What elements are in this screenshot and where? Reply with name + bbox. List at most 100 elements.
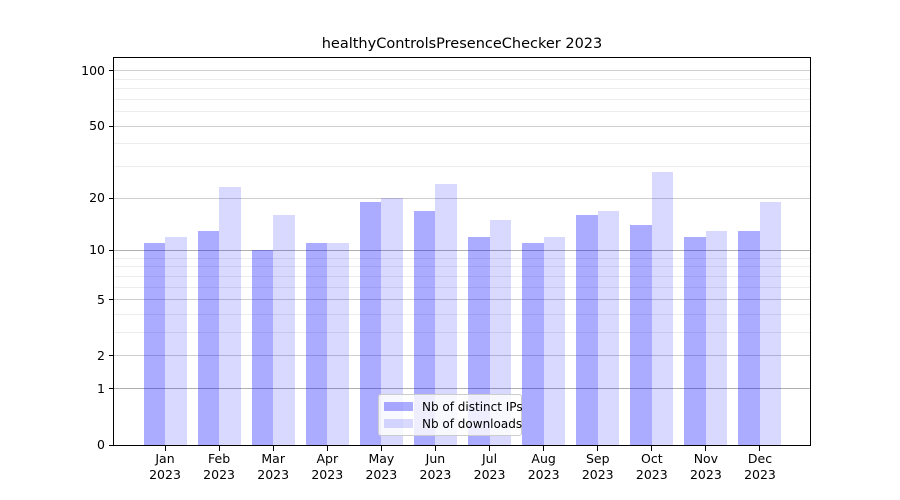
y-tick-label: 100 [81,62,105,78]
bar-distinct-ips [143,243,165,445]
x-tick-month: Feb [208,451,231,466]
x-tick [705,446,707,451]
legend-entry-downloads: Nb of downloads [384,417,522,431]
gridline-major [114,249,810,251]
gridline-major [114,388,810,390]
x-tick-year: 2023 [689,466,722,482]
bar-downloads [759,201,782,445]
x-tick-label: Jun 2023 [403,451,467,482]
bar-downloads [489,220,512,445]
legend-entry-distinct-ips: Nb of distinct IPs [384,400,523,414]
x-tick [380,446,382,451]
y-tick [109,299,114,301]
legend-label-downloads: Nb of downloads [422,416,523,431]
y-tick-label: 5 [97,291,105,307]
x-tick [434,446,436,451]
x-tick-label: Aug 2023 [512,451,576,482]
gridline-minor [114,87,810,89]
bar-downloads [651,171,674,445]
y-tick-label: 20 [89,190,105,205]
x-tick-year: 2023 [149,466,181,482]
x-tick [759,446,761,451]
bar-distinct-ips [413,210,436,445]
gridline-minor [114,98,810,100]
x-tick-year: 2023 [365,466,398,482]
bar-downloads [705,230,728,445]
bar-distinct-ips [251,250,274,445]
x-tick-year: 2023 [744,466,776,482]
bar-distinct-ips [522,243,544,445]
gridline-minor [114,78,810,80]
bar-distinct-ips [305,243,328,445]
x-tick [218,446,220,451]
bar-downloads [543,236,566,445]
chart-title: healthyControlsPresenceChecker 2023 [321,36,603,52]
x-tick-month: Dec [747,451,773,466]
bar-downloads [381,198,403,445]
gridline-major [114,125,810,127]
legend: Nb of distinct IPs Nb of downloads [378,394,523,436]
bar-distinct-ips [630,225,652,445]
gridline-major [114,70,810,72]
x-tick-year: 2023 [527,466,560,482]
x-tick-label: Oct 2023 [620,451,684,482]
y-tick-label: 1 [97,380,105,396]
x-tick-month: Sep [585,451,610,466]
x-tick-label: Jan 2023 [133,451,197,482]
bar-downloads [327,243,349,445]
y-tick [109,249,114,251]
x-tick-month: Jan [155,451,175,466]
x-tick-year: 2023 [635,466,668,482]
gridline-minor [114,257,810,259]
gridline-minor [114,111,810,112]
y-tick-label: 50 [89,118,105,134]
bar-distinct-ips [359,201,382,445]
bar-downloads [219,187,241,445]
x-tick-year: 2023 [581,466,614,482]
bar-distinct-ips [684,236,706,445]
x-tick [597,446,599,451]
bar-distinct-ips [468,236,490,445]
x-tick [326,446,328,451]
gridline-minor [114,143,810,145]
bar-distinct-ips [576,215,598,445]
gridline-minor [114,313,810,315]
y-tick [109,355,114,357]
y-tick [109,125,114,127]
x-tick [543,446,545,451]
x-tick [164,446,166,451]
x-tick [272,446,274,451]
gridline-minor [114,332,810,334]
gridline-minor [114,266,810,268]
x-tick-label: May 2023 [349,451,413,482]
x-tick-label: Dec 2023 [728,451,792,482]
bar-downloads [597,210,620,445]
plot-area: Nb of distinct IPs Nb of downloads [113,57,811,446]
x-tick-month: Apr [316,451,339,466]
x-tick-label: Jul 2023 [458,451,522,482]
gridline-major [114,299,810,301]
x-tick-month: Jul [481,451,498,466]
x-tick-label: Apr 2023 [295,451,359,482]
legend-swatch-distinct-ips [384,402,413,411]
x-tick-month: Jun [425,451,446,466]
gridline-major [114,197,810,199]
bar-downloads [273,215,295,445]
x-tick-month: Aug [531,451,556,466]
gridline-minor [114,286,810,288]
x-tick-month: Nov [693,451,719,466]
gridline-minor [114,165,810,167]
bar-distinct-ips [738,230,760,445]
x-tick-year: 2023 [473,466,506,482]
y-tick [109,444,114,446]
x-tick-label: Mar 2023 [241,451,305,482]
y-tick-label: 0 [97,437,105,452]
x-tick [651,446,653,451]
y-tick [109,388,114,390]
x-tick-year: 2023 [257,466,290,482]
x-tick-month: Mar [261,451,285,466]
y-tick [109,70,114,72]
x-tick-year: 2023 [203,466,235,482]
x-tick-month: May [368,451,395,466]
bar-downloads [165,236,187,445]
